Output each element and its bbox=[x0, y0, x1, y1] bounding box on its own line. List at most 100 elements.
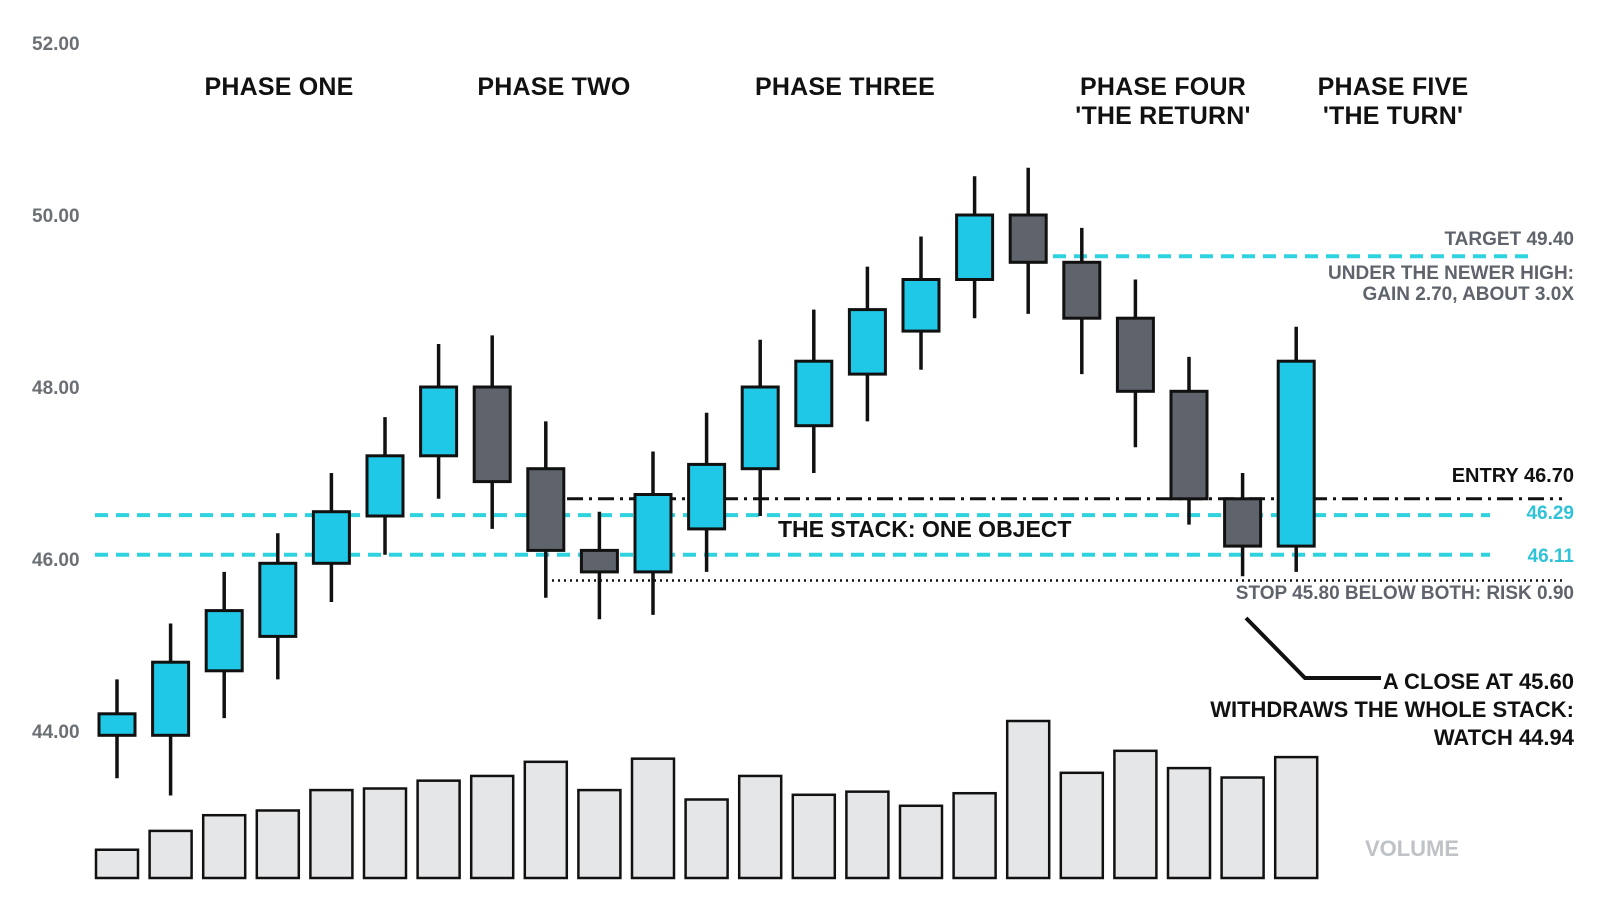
candle-body-up bbox=[97, 712, 137, 737]
close-note-line-2: WITHDRAWS THE WHOLE STACK: bbox=[1210, 697, 1574, 722]
stop-label: STOP 45.80 BELOW BOTH: RISK 0.90 bbox=[1236, 583, 1574, 604]
volume-bar bbox=[255, 809, 301, 880]
candle-body-up bbox=[740, 385, 780, 471]
candle-body-up bbox=[687, 462, 727, 531]
candle-body-up bbox=[311, 510, 351, 565]
volume-bar bbox=[845, 790, 890, 880]
candle bbox=[687, 412, 727, 572]
volume-bar bbox=[952, 791, 997, 880]
candle bbox=[419, 344, 459, 499]
candle bbox=[901, 236, 941, 370]
phase-label: PHASE FIVE bbox=[1318, 73, 1469, 101]
candle-body-down bbox=[579, 548, 619, 574]
volume-bar bbox=[362, 787, 408, 880]
volume-bar bbox=[577, 788, 622, 880]
phase-label: PHASE FOUR bbox=[1080, 73, 1246, 101]
candle-body-down bbox=[1115, 316, 1155, 393]
candle bbox=[97, 679, 137, 779]
candle bbox=[847, 266, 887, 422]
candle-body-down bbox=[526, 467, 566, 552]
candle-body-down bbox=[1062, 260, 1102, 320]
candle-body-up bbox=[151, 660, 191, 737]
y-tick-label: 46.00 bbox=[32, 550, 80, 571]
candle-body-up bbox=[901, 278, 941, 333]
volume-bar bbox=[791, 793, 837, 880]
entry-label: ENTRY 46.70 bbox=[1452, 465, 1574, 487]
phase-sublabel: 'THE RETURN' bbox=[1075, 102, 1250, 130]
volume-bar bbox=[1273, 755, 1319, 880]
phase-label: PHASE THREE bbox=[755, 73, 935, 101]
volume-bar bbox=[737, 774, 783, 880]
candle bbox=[311, 473, 351, 602]
candle bbox=[579, 511, 619, 620]
y-tick-label: 44.00 bbox=[32, 722, 80, 743]
candle-body-up bbox=[794, 359, 834, 428]
candle-body-up bbox=[419, 385, 459, 458]
candle-body-up bbox=[365, 454, 405, 518]
volume-bar bbox=[1166, 766, 1212, 880]
target-note-line-1: UNDER THE NEWER HIGH: bbox=[1328, 263, 1574, 284]
candle bbox=[258, 533, 298, 680]
candles bbox=[97, 167, 1316, 796]
phase-label: PHASE TWO bbox=[477, 73, 630, 101]
candle bbox=[794, 309, 834, 473]
candle-body-up bbox=[1276, 359, 1316, 548]
target-label: TARGET 49.40 bbox=[1444, 229, 1574, 250]
volume-bar bbox=[148, 829, 193, 880]
candle bbox=[1276, 326, 1316, 572]
volume-bar bbox=[94, 848, 140, 880]
annotations: TARGET 49.40 UNDER THE NEWER HIGH: GAIN … bbox=[778, 229, 1575, 861]
candle-body-down bbox=[1169, 389, 1209, 501]
candle-body-up bbox=[955, 213, 995, 281]
candle bbox=[1115, 279, 1155, 448]
candle bbox=[472, 335, 512, 529]
volume-bar bbox=[201, 813, 247, 880]
volume-bar bbox=[416, 779, 461, 880]
candle bbox=[740, 339, 780, 516]
candle-body-up bbox=[258, 561, 298, 638]
candle bbox=[1223, 473, 1263, 577]
candle-body-down bbox=[1223, 497, 1263, 548]
candle-body-down bbox=[472, 385, 512, 484]
candle bbox=[633, 451, 673, 615]
volume-bar bbox=[523, 760, 569, 880]
y-axis: 52.00 50.00 48.00 46.00 44.00 bbox=[32, 34, 80, 743]
volume-bar bbox=[684, 798, 729, 880]
candle-body-up bbox=[633, 493, 673, 574]
volume-bar bbox=[1059, 771, 1105, 880]
volume-bar bbox=[898, 804, 944, 880]
y-tick-label: 48.00 bbox=[32, 378, 80, 399]
candle bbox=[526, 421, 566, 598]
y-tick-label: 50.00 bbox=[32, 206, 80, 227]
y-tick-label: 52.00 bbox=[32, 34, 80, 55]
candle-body-down bbox=[1008, 213, 1048, 264]
candle bbox=[204, 571, 244, 719]
lower-zone-label: 46.11 bbox=[1528, 546, 1575, 567]
candle bbox=[1169, 356, 1209, 525]
candle bbox=[365, 417, 405, 555]
stack-label: THE STACK: ONE OBJECT bbox=[778, 516, 1071, 542]
volume-bar bbox=[469, 774, 515, 880]
close-note-pointer bbox=[1244, 616, 1381, 680]
candle bbox=[1008, 167, 1048, 314]
upper-zone-label: 46.29 bbox=[1526, 503, 1574, 524]
volume-label: VOLUME bbox=[1365, 836, 1459, 861]
phase-label: PHASE ONE bbox=[204, 73, 353, 101]
volume-bar bbox=[1005, 719, 1051, 880]
close-note-line-3: WATCH 44.94 bbox=[1434, 725, 1575, 750]
volume-bar bbox=[1220, 776, 1265, 880]
phase-sublabel: 'THE TURN' bbox=[1323, 102, 1463, 130]
candle bbox=[151, 623, 191, 796]
candle-body-up bbox=[847, 308, 887, 376]
phase-labels: PHASE ONE PHASE TWO PHASE THREE PHASE FOUR'… bbox=[204, 73, 1468, 130]
candle-body-up bbox=[204, 609, 244, 673]
volume-bar bbox=[630, 757, 676, 880]
volume-bars bbox=[94, 719, 1319, 880]
candle bbox=[1062, 227, 1102, 375]
candle bbox=[955, 176, 995, 319]
volume-bar bbox=[1113, 749, 1158, 880]
volume-bar bbox=[309, 788, 354, 880]
target-note-line-2: GAIN 2.70, ABOUT 3.0X bbox=[1362, 284, 1574, 305]
close-note-line-1: A CLOSE AT 45.60 bbox=[1383, 669, 1574, 694]
